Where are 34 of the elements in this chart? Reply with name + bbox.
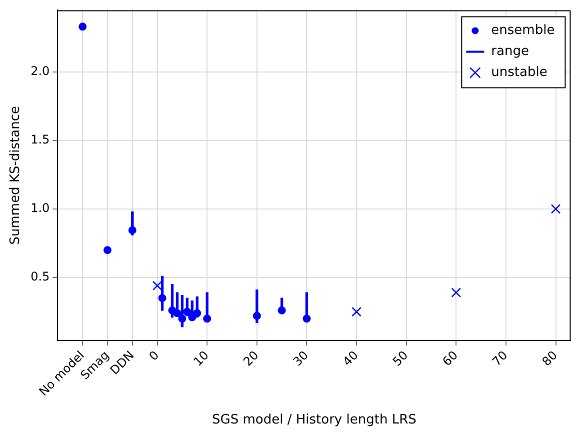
x-axis-title: SGS model / History length LRS: [212, 412, 416, 428]
x-tick-label: 50: [390, 348, 411, 369]
point: [183, 308, 192, 316]
point: [158, 294, 166, 302]
y-tick-label: 0.5: [30, 270, 50, 284]
x-tick-label: 30: [290, 348, 312, 369]
point: [103, 246, 112, 254]
point: [152, 280, 162, 291]
x-tick-label: 40: [340, 348, 361, 369]
x-tick-label: 60: [440, 348, 460, 369]
point: [302, 314, 311, 323]
point: [451, 288, 462, 298]
point: [352, 306, 362, 317]
point: [278, 306, 286, 314]
legend-label: unstable: [491, 65, 548, 80]
point: [78, 22, 87, 31]
point: [550, 204, 561, 214]
point: [178, 314, 186, 323]
point: [203, 314, 212, 323]
y-tick-label: 2.0: [30, 64, 50, 78]
legend-label: range: [491, 44, 529, 60]
y-axis-title: Summed KS-distance: [8, 106, 24, 245]
y-tick-label: 1.0: [30, 201, 50, 216]
point: [252, 312, 261, 320]
point: [193, 309, 202, 318]
x-tick-label: 20: [240, 348, 262, 369]
x-tick-label: 10: [190, 348, 212, 369]
legend-label: ensemble: [491, 23, 555, 38]
x-tick-label: 0: [146, 348, 162, 364]
x-tick-label: 80: [539, 348, 560, 369]
y-tick-label: 1.5: [30, 132, 50, 147]
point: [128, 226, 136, 234]
point: [173, 309, 182, 318]
x-tick-label: 70: [490, 348, 510, 369]
